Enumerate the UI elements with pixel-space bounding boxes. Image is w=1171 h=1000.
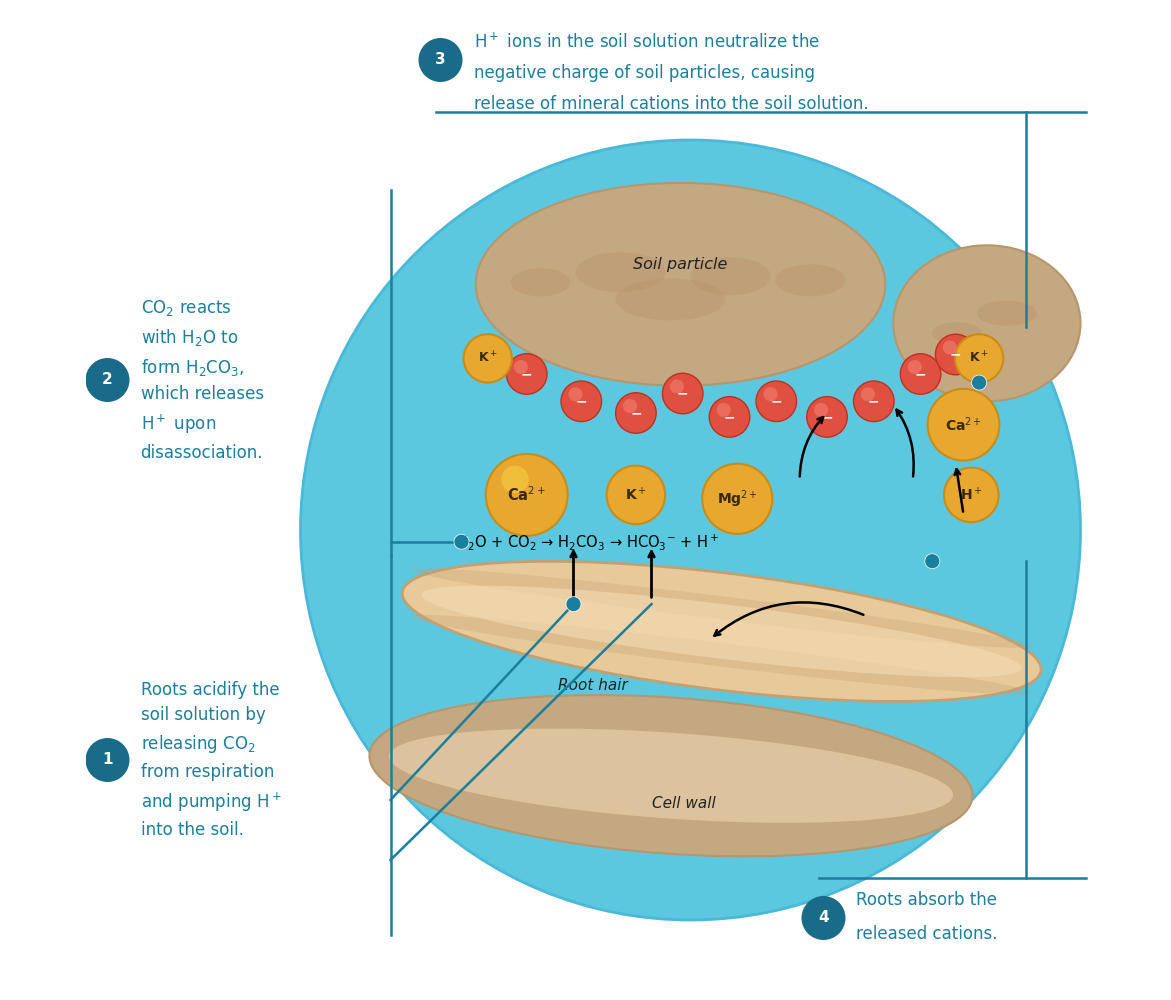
Circle shape bbox=[972, 375, 987, 390]
Text: −: − bbox=[724, 410, 735, 424]
Text: released cations.: released cations. bbox=[856, 925, 998, 943]
Circle shape bbox=[85, 738, 130, 782]
Text: −: − bbox=[771, 394, 782, 408]
Text: Roots acidify the
soil solution by
releasing CO$_2$
from respiration
and pumping: Roots acidify the soil solution by relea… bbox=[141, 681, 281, 839]
Text: −: − bbox=[677, 387, 689, 401]
Ellipse shape bbox=[932, 322, 982, 344]
Circle shape bbox=[464, 334, 512, 383]
Text: 1: 1 bbox=[102, 752, 112, 768]
Circle shape bbox=[763, 387, 778, 401]
Circle shape bbox=[954, 334, 1004, 383]
Text: −: − bbox=[521, 367, 533, 381]
Text: H$^+$ ions in the soil solution neutralize the: H$^+$ ions in the soil solution neutrali… bbox=[473, 32, 820, 52]
Text: Roots absorb the: Roots absorb the bbox=[856, 891, 998, 909]
Circle shape bbox=[900, 354, 940, 394]
Circle shape bbox=[501, 466, 528, 493]
Circle shape bbox=[717, 403, 731, 417]
Text: −: − bbox=[630, 406, 642, 420]
Ellipse shape bbox=[422, 586, 1022, 677]
Circle shape bbox=[807, 397, 848, 437]
Text: CO$_2$ reacts
with H$_2$O to
form H$_2$CO$_3$,
which releases
H$^+$ upon
disasso: CO$_2$ reacts with H$_2$O to form H$_2$C… bbox=[141, 298, 263, 462]
Circle shape bbox=[943, 340, 957, 355]
Text: K$^+$: K$^+$ bbox=[970, 351, 989, 366]
Text: −: − bbox=[950, 348, 961, 361]
Circle shape bbox=[854, 381, 895, 422]
Circle shape bbox=[861, 387, 875, 401]
Ellipse shape bbox=[511, 268, 570, 296]
Circle shape bbox=[607, 466, 665, 524]
Circle shape bbox=[710, 397, 749, 437]
Ellipse shape bbox=[403, 561, 1041, 701]
Circle shape bbox=[301, 140, 1081, 920]
Text: H$^+$: H$^+$ bbox=[960, 486, 982, 504]
Circle shape bbox=[927, 389, 999, 461]
Ellipse shape bbox=[691, 257, 771, 295]
Text: release of mineral cations into the soil solution.: release of mineral cations into the soil… bbox=[473, 95, 868, 113]
Text: Root hair: Root hair bbox=[559, 679, 628, 694]
Circle shape bbox=[566, 597, 581, 612]
Text: K$^+$: K$^+$ bbox=[478, 351, 498, 366]
Text: Ca$^{2+}$: Ca$^{2+}$ bbox=[945, 415, 982, 434]
Ellipse shape bbox=[475, 183, 885, 386]
Circle shape bbox=[454, 534, 470, 549]
Ellipse shape bbox=[616, 278, 726, 320]
Ellipse shape bbox=[412, 615, 1032, 695]
Circle shape bbox=[814, 403, 828, 417]
Circle shape bbox=[623, 399, 637, 413]
Circle shape bbox=[486, 454, 568, 536]
Circle shape bbox=[936, 334, 975, 375]
Text: 4: 4 bbox=[819, 910, 829, 926]
Circle shape bbox=[925, 554, 940, 569]
Circle shape bbox=[801, 896, 845, 940]
Ellipse shape bbox=[893, 245, 1081, 401]
Text: K$^+$: K$^+$ bbox=[625, 486, 646, 504]
Circle shape bbox=[908, 360, 922, 374]
Ellipse shape bbox=[977, 301, 1036, 326]
Text: −: − bbox=[915, 367, 926, 381]
Text: Soil particle: Soil particle bbox=[634, 257, 727, 272]
Circle shape bbox=[568, 387, 582, 401]
Circle shape bbox=[418, 38, 463, 82]
Circle shape bbox=[616, 393, 656, 433]
Circle shape bbox=[663, 373, 703, 414]
Circle shape bbox=[514, 360, 528, 374]
Text: 2: 2 bbox=[102, 372, 112, 387]
Text: negative charge of soil particles, causing: negative charge of soil particles, causi… bbox=[473, 64, 815, 82]
Ellipse shape bbox=[369, 695, 973, 856]
Circle shape bbox=[703, 464, 773, 534]
Text: −: − bbox=[821, 410, 833, 424]
Circle shape bbox=[756, 381, 796, 422]
Text: H$_2$O + CO$_2$ → H$_2$CO$_3$ → HCO$_3$$^{-}$ + H$^+$: H$_2$O + CO$_2$ → H$_2$CO$_3$ → HCO$_3$$… bbox=[457, 532, 720, 552]
Ellipse shape bbox=[575, 252, 665, 292]
Circle shape bbox=[506, 354, 547, 394]
Circle shape bbox=[85, 358, 130, 402]
Text: Ca$^{2+}$: Ca$^{2+}$ bbox=[507, 486, 546, 504]
Circle shape bbox=[670, 379, 684, 393]
Text: −: − bbox=[575, 394, 587, 408]
Circle shape bbox=[944, 468, 999, 522]
Text: 3: 3 bbox=[436, 52, 446, 68]
Circle shape bbox=[561, 381, 602, 422]
Ellipse shape bbox=[389, 729, 953, 823]
Ellipse shape bbox=[775, 264, 845, 296]
Text: Mg$^{2+}$: Mg$^{2+}$ bbox=[717, 488, 758, 510]
Ellipse shape bbox=[412, 568, 1032, 648]
Text: −: − bbox=[868, 394, 879, 408]
Text: Cell wall: Cell wall bbox=[651, 796, 715, 810]
